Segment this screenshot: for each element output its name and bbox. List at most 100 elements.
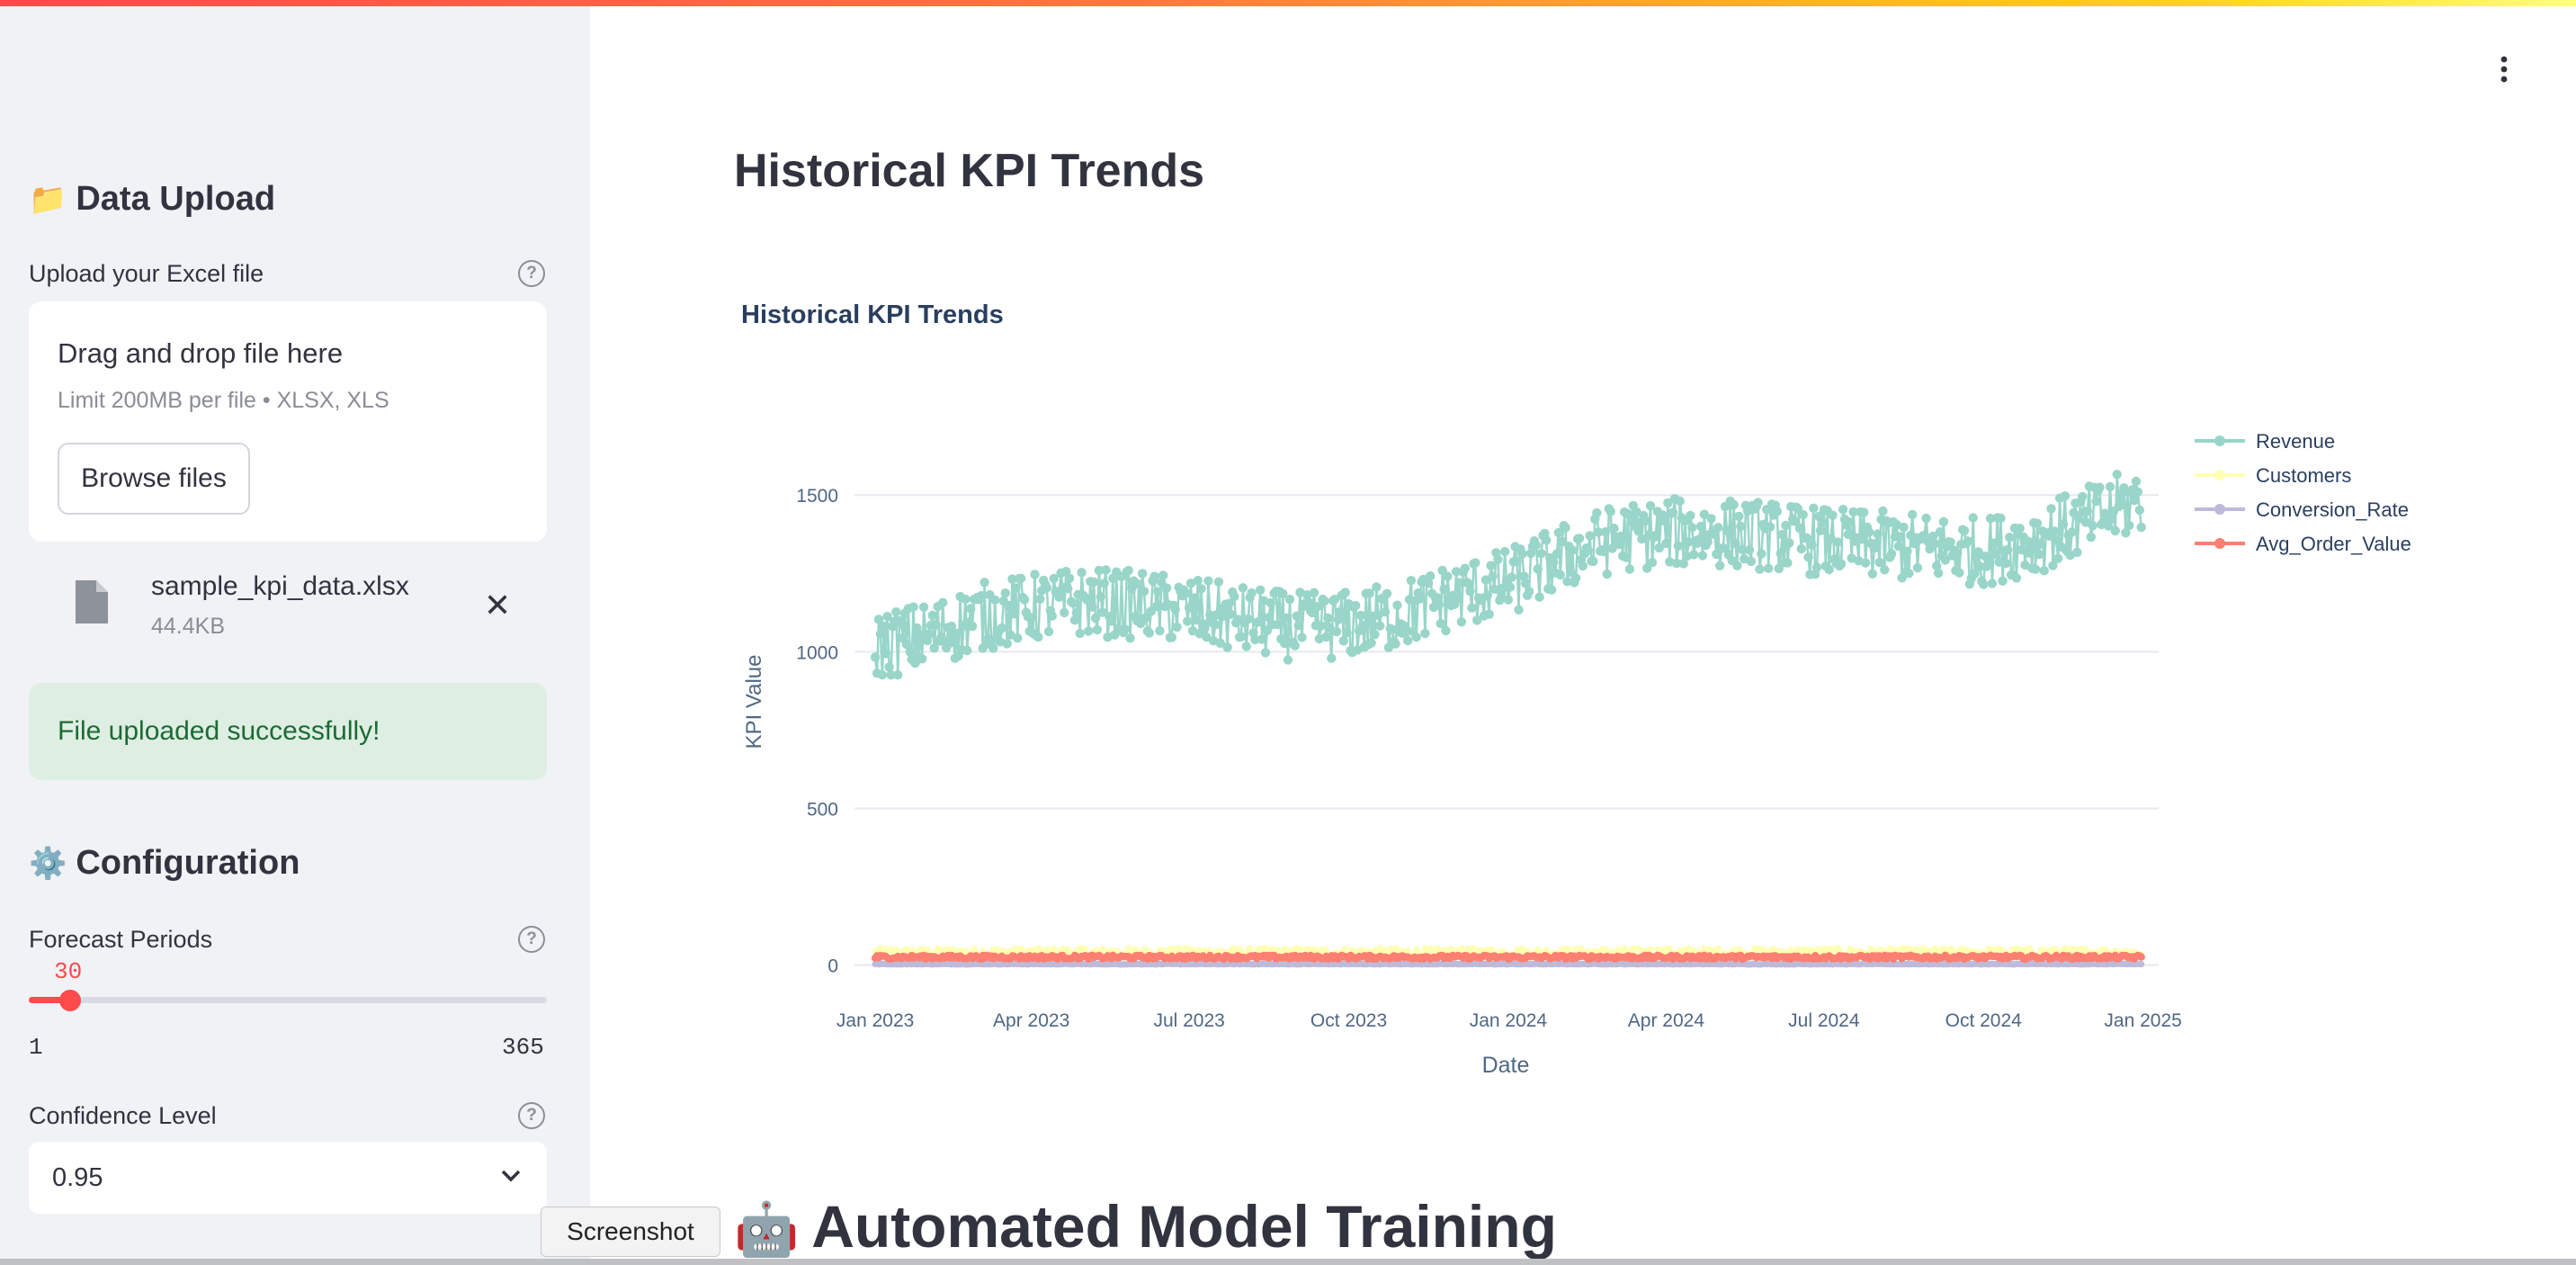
data-point bbox=[1686, 510, 1695, 521]
data-point bbox=[1489, 584, 1499, 594]
legend-item[interactable]: Avg_Order_Value bbox=[2195, 533, 2411, 555]
data-point bbox=[2136, 522, 2146, 533]
data-point bbox=[1144, 628, 1154, 638]
chevron-down-icon bbox=[501, 1170, 521, 1182]
data-point bbox=[1645, 500, 1656, 511]
x-tick-label: Jan 2023 bbox=[836, 1010, 914, 1031]
y-tick-label: 1500 bbox=[796, 486, 838, 507]
data-point bbox=[1859, 507, 1869, 517]
data-point bbox=[886, 670, 896, 680]
data-point bbox=[1718, 543, 1729, 553]
data-point bbox=[1191, 615, 1202, 625]
kpi-trend-chart[interactable]: Historical KPI Trends 0 500 1000 1500 Jan 2… bbox=[734, 279, 2443, 1107]
uploaded-file-size: 44.4KB bbox=[151, 614, 226, 639]
data-point bbox=[1382, 588, 1392, 598]
chart-legend[interactable]: Revenue Customers Conversion_Rate Avg_Order… bbox=[2195, 430, 2411, 555]
data-point bbox=[1784, 538, 1794, 548]
confidence-level-select[interactable]: 0.95 bbox=[29, 1142, 547, 1214]
data-point bbox=[1071, 607, 1081, 618]
data-point bbox=[1817, 516, 1828, 527]
data-point bbox=[1633, 526, 1643, 536]
more-options-icon[interactable] bbox=[2498, 56, 2510, 83]
series-revenue bbox=[870, 470, 2146, 680]
page-title: Historical KPI Trends bbox=[734, 145, 1205, 197]
data-point bbox=[1106, 616, 1116, 626]
data-point bbox=[1609, 524, 1619, 534]
data-point bbox=[1860, 558, 1871, 568]
data-point bbox=[1594, 527, 1604, 537]
data-point bbox=[1342, 627, 1352, 638]
upload-label: Upload your Excel file bbox=[29, 260, 264, 287]
data-point bbox=[1312, 602, 1322, 612]
data-point bbox=[1503, 595, 1514, 605]
data-point bbox=[1828, 510, 1838, 520]
data-point bbox=[2035, 538, 2046, 549]
y-tick-label: 1000 bbox=[796, 642, 838, 663]
data-point bbox=[1543, 947, 1550, 954]
data-point bbox=[1753, 498, 1763, 507]
data-point bbox=[1236, 632, 1247, 641]
data-point bbox=[1051, 945, 1058, 952]
data-point bbox=[1793, 504, 1803, 514]
data-point bbox=[1123, 565, 1133, 576]
data-point bbox=[1975, 561, 1985, 571]
data-point bbox=[1687, 523, 1697, 533]
data-point bbox=[1826, 534, 1836, 543]
legend-item[interactable]: Revenue bbox=[2195, 430, 2335, 453]
help-icon[interactable]: ? bbox=[518, 1102, 545, 1129]
data-point bbox=[893, 670, 903, 680]
data-point bbox=[1323, 613, 1333, 624]
data-point bbox=[1006, 630, 1015, 640]
data-point bbox=[1562, 577, 1572, 587]
data-point bbox=[2121, 528, 2131, 538]
chart-title: Historical KPI Trends bbox=[741, 301, 1004, 329]
chart-series bbox=[870, 470, 2146, 968]
data-point bbox=[1845, 517, 1855, 527]
gear-icon: ⚙️ bbox=[29, 847, 67, 881]
data-point bbox=[1357, 621, 1368, 631]
data-point bbox=[1552, 549, 1562, 559]
data-point bbox=[1507, 572, 1516, 582]
data-point bbox=[1775, 549, 1785, 559]
data-point bbox=[1019, 595, 1030, 605]
data-point bbox=[2039, 566, 2049, 576]
automated-model-training-text: Automated Model Training bbox=[811, 1193, 1557, 1260]
file-dropzone[interactable]: Drag and drop file here Limit 200MB per … bbox=[29, 301, 547, 542]
data-point bbox=[1764, 563, 1774, 573]
legend-item[interactable]: Customers bbox=[2195, 464, 2351, 487]
data-point bbox=[1973, 547, 1983, 557]
data-point bbox=[1443, 571, 1453, 581]
browse-files-button[interactable]: Browse files bbox=[58, 443, 250, 515]
data-point bbox=[1120, 624, 1130, 634]
data-point bbox=[1167, 945, 1174, 953]
data-point bbox=[1798, 509, 1808, 520]
data-point bbox=[1007, 574, 1017, 584]
data-point bbox=[1247, 588, 1257, 598]
help-icon[interactable]: ? bbox=[518, 260, 545, 287]
data-point bbox=[1932, 561, 1942, 571]
data-point bbox=[1183, 616, 1193, 626]
data-point bbox=[1695, 521, 1706, 532]
data-point bbox=[1060, 607, 1069, 618]
data-point bbox=[1439, 584, 1449, 594]
forecast-slider-track[interactable] bbox=[29, 997, 547, 1003]
x-tick-label: Oct 2024 bbox=[1945, 1010, 2023, 1031]
data-point bbox=[1666, 945, 1673, 952]
legend-item[interactable]: Conversion_Rate bbox=[2195, 498, 2409, 521]
data-point bbox=[966, 604, 976, 614]
forecast-slider-handle[interactable] bbox=[58, 990, 81, 1011]
data-point bbox=[1802, 533, 1811, 543]
data-point bbox=[1193, 576, 1203, 586]
remove-file-close-icon[interactable]: ✕ bbox=[484, 587, 512, 624]
data-point bbox=[1789, 516, 1800, 526]
legend-label: Revenue bbox=[2256, 430, 2335, 453]
data-point bbox=[1697, 551, 1708, 561]
help-icon[interactable]: ? bbox=[518, 926, 545, 953]
data-point bbox=[2005, 533, 2015, 543]
data-point bbox=[1675, 496, 1686, 507]
data-point bbox=[1342, 946, 1349, 953]
legend-label: Customers bbox=[2256, 464, 2351, 487]
data-point bbox=[1945, 537, 1955, 547]
data-point bbox=[1202, 632, 1212, 642]
data-point bbox=[1647, 946, 1654, 953]
